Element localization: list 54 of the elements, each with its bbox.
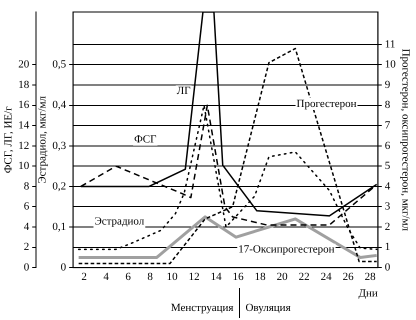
y2-tick-label: 4 xyxy=(384,180,391,192)
y-tick-label: 20 xyxy=(18,58,30,71)
x-tick-label: 26 xyxy=(342,271,354,284)
y-tick-label: 2 xyxy=(24,241,30,254)
x-tick-label: 4 xyxy=(103,271,110,284)
text: Менструация xyxy=(170,302,234,314)
x-tick-label: 16 xyxy=(232,271,244,284)
x-tick-label: 14 xyxy=(210,271,222,284)
y2-tick-label: 0 xyxy=(384,261,391,274)
y2-tick-label: 3 xyxy=(384,200,391,213)
y3-tick-label: 0,1 xyxy=(52,220,66,233)
y-tick-label: 4 xyxy=(24,220,30,233)
series-label: ЛГ xyxy=(176,85,191,98)
y2-tick-label: 7 xyxy=(384,119,391,132)
x-tick-label: 12 xyxy=(188,271,200,284)
y2-tick-label: 2 xyxy=(384,220,390,233)
y-tick-label: 16 xyxy=(18,99,30,112)
x-tick-label: 6 xyxy=(125,271,132,284)
y2-tick-label: 9 xyxy=(384,78,391,91)
y-tick-label: 6 xyxy=(24,200,30,213)
y2-tick-label: 5 xyxy=(384,160,391,172)
x-axis-title: Дни xyxy=(358,287,378,300)
y3-tick-label: 0,3 xyxy=(52,140,67,152)
x-tick-label: 20 xyxy=(276,271,288,284)
x-tick-label: 28 xyxy=(364,271,376,284)
y-tick-label: 10 xyxy=(18,160,30,172)
y2-tick-label: 11 xyxy=(384,38,396,50)
y-tick-label: 14 xyxy=(18,119,30,132)
y3-tick-label: 0,4 xyxy=(52,99,67,112)
text: ФСГ xyxy=(134,134,156,146)
x-tick-label: 24 xyxy=(320,271,332,284)
y2-tick-label: 8 xyxy=(384,99,391,112)
series-label: 17-Оксипрогестерон xyxy=(238,244,335,256)
y3-tick-label: 0,2 xyxy=(52,180,66,192)
x-tick-label: 18 xyxy=(254,271,266,284)
y2-tick-label: 1 xyxy=(384,241,390,254)
x-tick-label: 2 xyxy=(81,271,87,284)
y-tick-label: 18 xyxy=(18,78,30,91)
y3-axis-title: Эстрадиол, мкг/мл xyxy=(36,95,49,184)
series-label: Эстрадиол xyxy=(94,215,145,228)
y2-axis-title: Прогестерон, оксипрогестерон, мкг/мл xyxy=(400,48,412,232)
y2-tick-label: 10 xyxy=(384,58,396,71)
y-tick-label: 12 xyxy=(18,140,30,152)
x-tick-label: 8 xyxy=(147,271,154,284)
y-tick-label: 0 xyxy=(24,261,30,274)
x-tick-label: 10 xyxy=(166,271,178,284)
text: Овуляция xyxy=(245,302,291,314)
y2-tick-label: 6 xyxy=(384,140,391,152)
y-tick-label: 8 xyxy=(24,180,30,192)
series-label: Прогестерон xyxy=(296,98,357,110)
y3-tick-label: 0 xyxy=(60,261,67,274)
y3-tick-label: 0,5 xyxy=(52,58,67,71)
x-tick-label: 22 xyxy=(298,271,310,284)
y-axis-title: ФСГ, ЛГ, ИЕ/г xyxy=(2,106,14,174)
